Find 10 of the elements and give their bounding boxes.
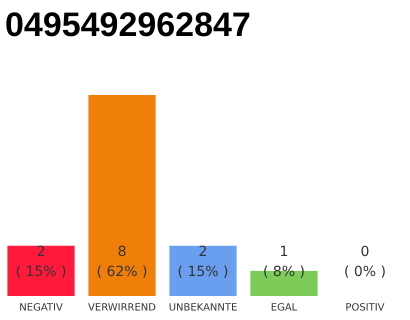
x-tick-label: EGAL: [270, 302, 298, 314]
data-label: 2 ( 15% ): [178, 244, 228, 280]
data-label: 0 ( 0% ): [344, 244, 386, 280]
x-tick-label: VERWIRREND: [88, 302, 156, 314]
chart-title: 0495492962847: [5, 6, 251, 44]
data-label: 2 ( 15% ): [16, 244, 67, 280]
data-label: 8 ( 62% ): [96, 244, 148, 280]
x-tick-label: POSITIV: [345, 302, 385, 314]
x-tick-label: UNBEKANNTE: [168, 302, 238, 314]
x-tick-label: NEGATIV: [19, 302, 63, 314]
